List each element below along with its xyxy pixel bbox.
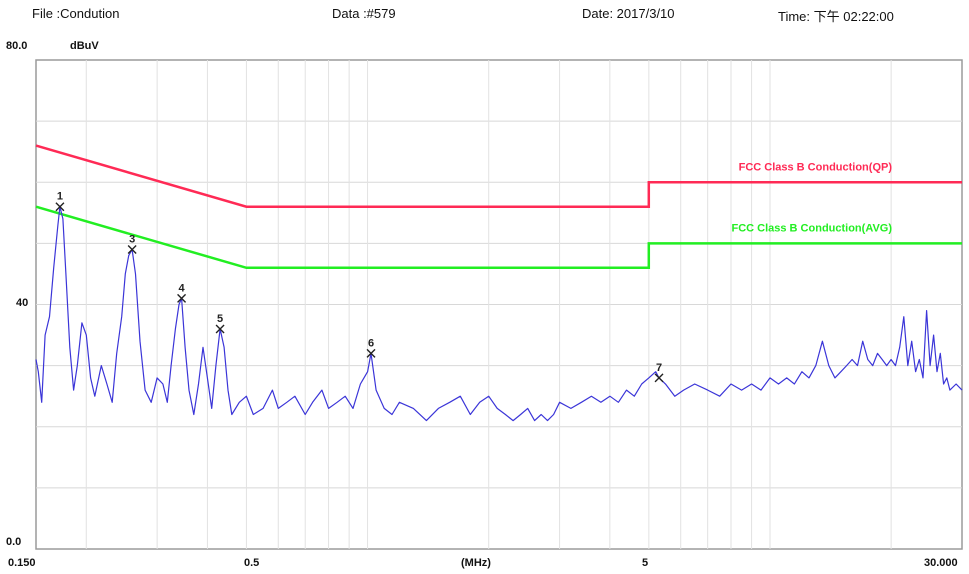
- peak-marker: [654, 373, 664, 383]
- peak-marker-label: 7: [656, 362, 662, 374]
- x-tick-5: 5: [642, 557, 649, 569]
- peak-marker: [215, 324, 225, 334]
- peak-marker: [127, 244, 137, 254]
- date-label: Date: 2017/3/10: [582, 6, 675, 21]
- limit-line-avg: [35, 205, 962, 270]
- peak-marker: [366, 348, 376, 358]
- peak-marker-label: 4: [179, 282, 186, 294]
- peak-marker-label: 3: [129, 233, 135, 245]
- peak-marker-label: 1: [57, 191, 63, 203]
- y-tick-bottom: 0.0: [6, 536, 22, 548]
- x-tick-0150: 0.150: [8, 557, 36, 569]
- limit-line-qp: [35, 144, 962, 208]
- peak-marker-label: 6: [368, 337, 374, 349]
- limit-line-label-qp: FCC Class B Conduction(QP): [739, 161, 893, 173]
- x-tick-30: 30.000: [924, 557, 958, 569]
- data-label: Data :#579: [332, 6, 396, 21]
- peak-marker: [55, 202, 65, 212]
- y-tick-mid: 40: [16, 297, 29, 309]
- time-label: Time: 下午 02:22:00: [778, 9, 894, 24]
- x-tick-05: 0.5: [244, 557, 260, 569]
- y-tick-top: 80.0: [6, 40, 28, 52]
- emission-trace: [35, 206, 963, 422]
- peak-marker: [177, 293, 187, 303]
- x-axis-unit: (MHz): [461, 557, 491, 569]
- peak-marker-label: 5: [217, 313, 223, 325]
- limit-line-label-avg: FCC Class B Conduction(AVG): [731, 222, 892, 234]
- y-unit-label: dBuV: [70, 40, 99, 52]
- file-label: File :Condution: [32, 6, 120, 21]
